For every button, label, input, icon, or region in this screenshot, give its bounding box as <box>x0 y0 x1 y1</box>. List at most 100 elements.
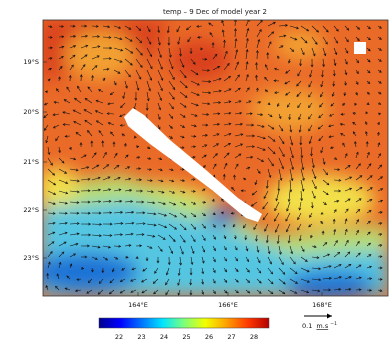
current-vector-head <box>308 94 311 98</box>
current-vector <box>308 223 313 228</box>
current-vector <box>157 69 163 81</box>
current-vector-head <box>76 232 80 236</box>
current-vector-head <box>233 20 237 22</box>
current-vector-head <box>217 112 221 116</box>
current-vector <box>223 267 227 272</box>
current-vector <box>58 56 64 60</box>
current-vector-head <box>258 28 262 32</box>
current-vector-head <box>49 35 53 39</box>
current-vector <box>333 179 341 181</box>
longitude-label: 164°E <box>128 301 148 309</box>
current-vector <box>179 58 185 68</box>
current-vector-head <box>297 217 300 221</box>
current-vector <box>58 241 67 247</box>
current-vector <box>234 38 237 49</box>
current-vector-head <box>369 187 373 190</box>
current-vector-head <box>308 141 312 145</box>
current-vector-head <box>328 135 332 139</box>
current-vector <box>344 188 352 192</box>
current-vector <box>47 231 55 236</box>
current-vector-head <box>159 54 162 59</box>
current-vector-head <box>379 233 383 236</box>
current-vector <box>377 289 383 292</box>
current-vector <box>289 47 294 52</box>
current-vector <box>113 25 121 29</box>
current-vector <box>286 223 291 232</box>
current-vector <box>201 113 209 115</box>
current-vector <box>288 58 291 64</box>
current-vector-head <box>71 64 74 68</box>
current-vector-head <box>379 255 383 259</box>
current-vector <box>333 288 341 291</box>
current-vector <box>80 54 88 60</box>
current-vector <box>212 289 216 294</box>
current-vector-head <box>75 132 79 135</box>
current-vector <box>58 146 61 153</box>
current-vector-head <box>320 220 324 224</box>
current-vector <box>344 251 351 258</box>
current-vector-head <box>297 73 300 77</box>
current-vector <box>69 223 80 225</box>
current-vector-head <box>97 176 101 180</box>
current-vector <box>47 261 51 269</box>
current-vector <box>122 91 126 99</box>
island-small-northeast <box>354 42 366 54</box>
current-vector-head <box>322 161 326 165</box>
current-vector-head <box>318 267 322 271</box>
current-vector-head <box>228 132 232 136</box>
current-vector-head <box>183 75 187 79</box>
current-vector <box>234 112 242 115</box>
current-vector-head <box>367 151 370 155</box>
current-vector <box>267 124 274 130</box>
current-vector <box>157 124 161 130</box>
current-vector-head <box>147 29 151 33</box>
current-vector-head <box>193 202 197 205</box>
figure-title: temp – 9 Dec of model year 2 <box>163 8 267 16</box>
current-vector <box>146 80 151 91</box>
current-vector <box>311 256 319 259</box>
current-vector-head <box>205 123 209 127</box>
current-vector-head <box>311 165 315 169</box>
current-vector-head <box>330 146 334 149</box>
current-vector-head <box>365 130 368 134</box>
current-vector <box>212 245 216 251</box>
current-vector-head <box>266 52 270 56</box>
current-vector-head <box>149 54 152 58</box>
current-vector-head <box>239 111 243 115</box>
current-vector <box>201 234 206 241</box>
current-vector-head <box>201 281 204 285</box>
current-vector <box>135 36 142 44</box>
current-vector <box>344 176 352 181</box>
current-vector-head <box>320 84 324 88</box>
current-vector <box>340 123 346 126</box>
temperature-region-blue <box>43 252 140 292</box>
current-vector-head <box>368 254 372 257</box>
current-vector <box>355 198 362 203</box>
current-vector-head <box>53 101 57 104</box>
current-vector-head <box>234 247 238 251</box>
current-vector <box>366 278 372 280</box>
current-vector-head <box>246 27 250 31</box>
current-vector-head <box>202 188 206 192</box>
current-vector <box>285 91 291 96</box>
current-vector <box>47 25 53 28</box>
current-vector <box>98 130 104 137</box>
current-vector <box>58 76 61 82</box>
current-vector-head <box>204 57 208 61</box>
current-vector <box>47 201 56 205</box>
current-vector <box>355 264 362 269</box>
current-vector-head <box>328 124 332 128</box>
current-vector-head <box>208 91 212 95</box>
current-vector-head <box>110 131 113 135</box>
current-vector <box>167 25 170 33</box>
current-vector-head <box>298 238 302 242</box>
current-vector <box>102 58 112 60</box>
current-vector-head <box>192 189 196 193</box>
current-vector-head <box>196 24 200 28</box>
current-vector <box>300 179 304 192</box>
current-vector-head <box>323 202 327 206</box>
current-vector-head <box>300 198 304 202</box>
current-vector <box>107 113 115 115</box>
current-vector-head <box>217 123 221 126</box>
current-vector-head <box>123 142 127 146</box>
